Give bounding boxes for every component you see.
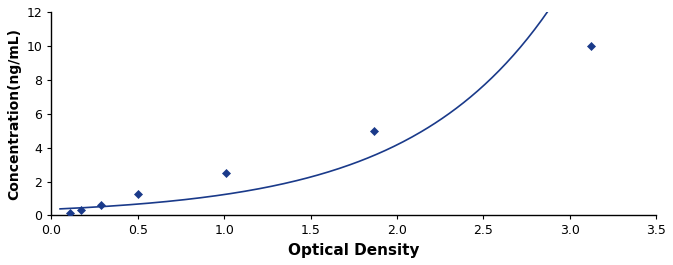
- Y-axis label: Concentration(ng/mL): Concentration(ng/mL): [7, 28, 21, 200]
- X-axis label: Optical Density: Optical Density: [288, 243, 419, 258]
